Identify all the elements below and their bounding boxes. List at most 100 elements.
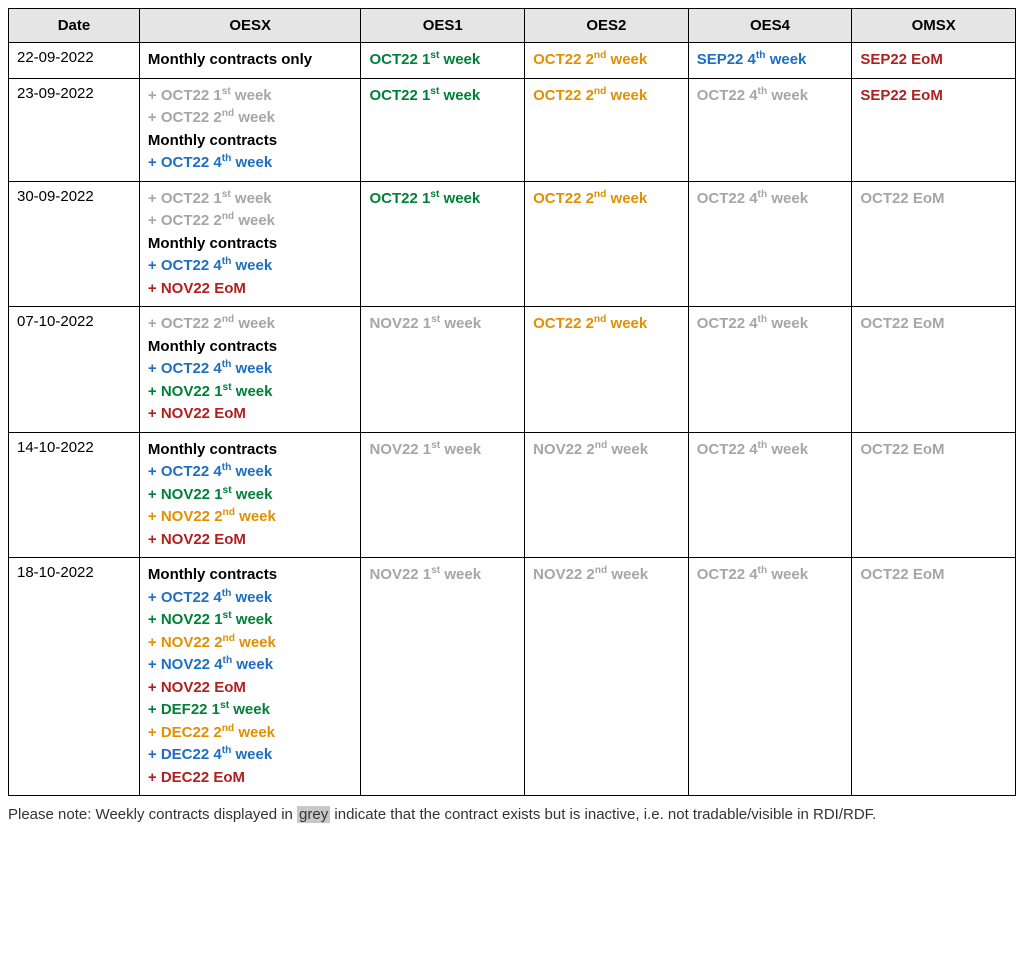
contract-line: OCT22 4th week [697,564,844,587]
cell-omsx: OCT22 EoM [852,432,1016,558]
contract-line: + NOV22 2nd week [148,632,353,655]
footnote-highlight: grey [297,806,330,823]
contract-line: NOV22 1st week [369,564,516,587]
contract-line: NOV22 2nd week [533,564,680,587]
contract-line: OCT22 1st week [369,188,516,211]
contract-line: NOV22 2nd week [533,439,680,462]
cell-oes1: NOV22 1st week [361,558,525,796]
contract-line: NOV22 1st week [369,439,516,462]
table-row: 30-09-2022+ OCT22 1st week+ OCT22 2nd we… [9,181,1016,307]
cell-oes4: OCT22 4th week [688,558,852,796]
contract-line: OCT22 1st week [369,49,516,72]
ordinal-suffix: st [430,189,439,200]
ordinal-suffix: st [223,382,232,393]
cell-date: 23-09-2022 [9,78,140,181]
cell-oes4: OCT22 4th week [688,78,852,181]
col-oes4: OES4 [688,9,852,43]
contract-line: OCT22 1st week [369,85,516,108]
table-row: 07-10-2022+ OCT22 2nd weekMonthly contra… [9,307,1016,433]
ordinal-suffix: st [223,485,232,496]
contract-line: + DEC22 EoM [148,767,353,790]
contract-line: Monthly contracts [148,564,353,587]
cell-oes2: NOV22 2nd week [525,558,689,796]
col-omsx: OMSX [852,9,1016,43]
cell-oes1: OCT22 1st week [361,181,525,307]
ordinal-suffix: th [758,565,768,576]
cell-oes2: OCT22 2nd week [525,307,689,433]
ordinal-suffix: nd [595,565,607,576]
contract-line: SEP22 EoM [860,85,1007,108]
contract-line: Monthly contracts [148,130,353,153]
cell-oes4: OCT22 4th week [688,307,852,433]
ordinal-suffix: st [430,50,439,61]
contract-line: SEP22 EoM [860,49,1007,72]
contract-line: + OCT22 2nd week [148,107,353,130]
ordinal-suffix: th [758,189,768,200]
contract-line: OCT22 4th week [697,188,844,211]
ordinal-suffix: st [222,189,231,200]
contract-line: Monthly contracts only [148,49,353,72]
cell-omsx: OCT22 EoM [852,558,1016,796]
cell-date: 07-10-2022 [9,307,140,433]
table-row: 22-09-2022 Monthly contracts only OCT22 1s… [9,43,1016,79]
contract-line: + NOV22 1st week [148,381,353,404]
contract-line: + OCT22 4th week [148,461,353,484]
contract-line: Monthly contracts [148,336,353,359]
col-oes2: OES2 [525,9,689,43]
cell-date: 22-09-2022 [9,43,140,79]
ordinal-suffix: st [431,314,440,325]
cell-oes2: OCT22 2nd week [525,43,689,79]
ordinal-suffix: th [223,655,233,666]
table-body: 22-09-2022 Monthly contracts only OCT22 1s… [9,43,1016,796]
cell-oes1: OCT22 1st week [361,78,525,181]
cell-oes4: OCT22 4th week [688,181,852,307]
contract-line: + NOV22 EoM [148,403,353,426]
ordinal-suffix: nd [594,50,606,61]
col-oes1: OES1 [361,9,525,43]
cell-omsx: OCT22 EoM [852,307,1016,433]
cell-oes2: NOV22 2nd week [525,432,689,558]
cell-date: 30-09-2022 [9,181,140,307]
contracts-table: Date OESX OES1 OES2 OES4 OMSX 22-09-2022… [8,8,1016,796]
contract-line: OCT22 2nd week [533,85,680,108]
contract-line: + NOV22 EoM [148,677,353,700]
ordinal-suffix: nd [222,108,234,119]
ordinal-suffix: th [222,153,232,164]
contract-line: + OCT22 1st week [148,85,353,108]
ordinal-suffix: nd [594,314,606,325]
contract-line: OCT22 2nd week [533,49,680,72]
ordinal-suffix: nd [594,86,606,97]
contract-line: OCT22 4th week [697,85,844,108]
cell-omsx: SEP22 EoM [852,43,1016,79]
cell-oes2: OCT22 2nd week [525,78,689,181]
table-header-row: Date OESX OES1 OES2 OES4 OMSX [9,9,1016,43]
contract-line: OCT22 EoM [860,313,1007,336]
cell-oes1: NOV22 1st week [361,432,525,558]
contract-line: + OCT22 4th week [148,152,353,175]
footnote-prefix: Please note: Weekly contracts displayed … [8,806,297,823]
ordinal-suffix: nd [222,211,234,222]
cell-oesx: + OCT22 2nd weekMonthly contracts+ OCT22… [139,307,361,433]
contract-line: OCT22 EoM [860,439,1007,462]
contract-line: + NOV22 2nd week [148,506,353,529]
contract-line: + OCT22 4th week [148,587,353,610]
ordinal-suffix: st [220,700,229,711]
contract-line: + DEC22 4th week [148,744,353,767]
cell-oes4: SEP22 4th week [688,43,852,79]
cell-date: 18-10-2022 [9,558,140,796]
ordinal-suffix: th [222,256,232,267]
cell-oes2: OCT22 2nd week [525,181,689,307]
table-row: 18-10-2022Monthly contracts+ OCT22 4th w… [9,558,1016,796]
contract-line: OCT22 2nd week [533,313,680,336]
cell-date: 14-10-2022 [9,432,140,558]
ordinal-suffix: st [431,440,440,451]
contract-line: SEP22 4th week [697,49,844,72]
ordinal-suffix: th [758,314,768,325]
cell-oesx: Monthly contracts+ OCT22 4th week + NOV22… [139,558,361,796]
cell-oesx: + OCT22 1st week+ OCT22 2nd weekMonthly … [139,181,361,307]
contract-line: OCT22 4th week [697,439,844,462]
footnote: Please note: Weekly contracts displayed … [8,804,1016,827]
table-row: 23-09-2022 + OCT22 1st week+ OCT22 2nd we… [9,78,1016,181]
contract-line: + OCT22 2nd week [148,313,353,336]
ordinal-suffix: th [222,588,232,599]
